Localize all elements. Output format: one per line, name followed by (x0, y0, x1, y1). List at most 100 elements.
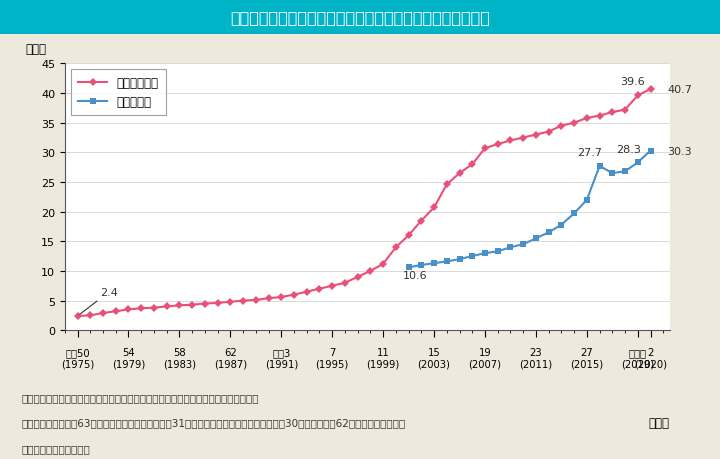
Text: 10.6: 10.6 (402, 270, 427, 280)
審議会等委員 (226, 299, 235, 305)
Text: 40.7: 40.7 (667, 85, 692, 95)
Line: 審議会等委員: 審議会等委員 (75, 87, 653, 319)
審議会等委員 (582, 116, 591, 122)
審議会等委員 (379, 262, 387, 267)
審議会等委員 (455, 171, 464, 176)
Text: 28.3: 28.3 (616, 145, 642, 155)
審議会等委員 (404, 233, 413, 239)
審議会等委員 (277, 295, 286, 300)
専門委員等 (455, 257, 464, 262)
Text: (2020): (2020) (634, 359, 667, 369)
Text: (1979): (1979) (112, 359, 145, 369)
審議会等委員 (354, 274, 362, 280)
Text: 19: 19 (479, 347, 491, 357)
Text: 58: 58 (173, 347, 186, 357)
専門委員等 (468, 254, 477, 259)
専門委員等 (544, 230, 553, 235)
Text: (2019): (2019) (621, 359, 654, 369)
審議会等委員 (112, 309, 120, 314)
審議会等委員 (621, 108, 629, 113)
審議会等委員 (188, 302, 197, 308)
審議会等委員 (430, 205, 438, 211)
審議会等委員 (86, 313, 94, 319)
専門委員等 (634, 160, 642, 166)
審議会等委員 (162, 304, 171, 309)
審議会等委員 (531, 133, 540, 138)
審議会等委員 (239, 298, 248, 304)
審議会等委員 (366, 269, 374, 274)
Text: 27: 27 (580, 347, 593, 357)
Text: 39.6: 39.6 (621, 77, 645, 87)
Text: 異なる。: 異なる。 (22, 443, 90, 453)
Line: 専門委員等: 専門委員等 (406, 148, 653, 270)
専門委員等 (531, 236, 540, 241)
審議会等委員 (264, 296, 273, 301)
専門委員等 (646, 148, 654, 154)
専門委員等 (595, 164, 604, 169)
審議会等委員 (73, 313, 82, 319)
Text: 平成3: 平成3 (272, 347, 290, 357)
Text: (1991): (1991) (265, 359, 298, 369)
審議会等委員 (506, 139, 515, 144)
審議会等委員 (646, 87, 654, 92)
審議会等委員 (493, 142, 502, 147)
審議会等委員 (137, 306, 145, 311)
Text: 62: 62 (224, 347, 237, 357)
Text: 27.7: 27.7 (577, 148, 602, 158)
Text: 30.3: 30.3 (667, 146, 692, 156)
専門委員等 (493, 249, 502, 255)
審議会等委員 (302, 289, 311, 295)
Text: (2015): (2015) (570, 359, 603, 369)
専門委員等 (430, 261, 438, 266)
Text: (1987): (1987) (214, 359, 247, 369)
Text: (1995): (1995) (315, 359, 348, 369)
Text: （％）: （％） (25, 43, 47, 56)
審議会等委員 (519, 135, 528, 141)
審議会等委員 (328, 283, 336, 289)
専門委員等 (443, 259, 451, 264)
審議会等委員 (595, 113, 604, 119)
専門委員等 (570, 211, 578, 217)
専門委員等 (582, 197, 591, 203)
審議会等委員 (289, 292, 298, 298)
審議会等委員 (124, 307, 132, 313)
Legend: 審議会等委員, 専門委員等: 審議会等委員, 専門委員等 (71, 70, 166, 116)
審議会等委員 (544, 129, 553, 135)
審議会等委員 (570, 121, 578, 126)
審議会等委員 (175, 303, 184, 308)
審議会等委員 (557, 123, 566, 129)
Text: 2.4: 2.4 (80, 287, 118, 314)
Text: 15: 15 (428, 347, 441, 357)
専門委員等 (404, 265, 413, 270)
審議会等委員 (99, 311, 107, 316)
審議会等委員 (392, 245, 400, 251)
Text: (1975): (1975) (61, 359, 94, 369)
専門委員等 (417, 263, 426, 268)
専門委員等 (608, 171, 616, 176)
審議会等委員 (481, 146, 490, 151)
審議会等委員 (634, 94, 642, 99)
Text: 23: 23 (530, 347, 542, 357)
Text: （年）: （年） (649, 416, 670, 429)
審議会等委員 (213, 301, 222, 306)
Text: 54: 54 (122, 347, 135, 357)
Text: Ｉ－１－５図　国の審議会等における女性委員の割合の推移: Ｉ－１－５図 国の審議会等における女性委員の割合の推移 (230, 10, 490, 25)
審議会等委員 (417, 218, 426, 224)
審議会等委員 (315, 286, 324, 292)
審議会等委員 (201, 301, 210, 307)
専門委員等 (557, 223, 566, 228)
専門委員等 (519, 242, 528, 247)
Text: (2007): (2007) (469, 359, 501, 369)
Text: 2: 2 (647, 347, 654, 357)
審議会等委員 (341, 280, 349, 286)
専門委員等 (506, 245, 515, 251)
Text: ２．昭和63年から平成６年は，各年３月31日現在。平成７年以降は，各年９月30日現在。昭和62年以前は，年により: ２．昭和63年から平成６年は，各年３月31日現在。平成７年以降は，各年９月30日… (22, 418, 406, 428)
Text: 11: 11 (377, 347, 390, 357)
専門委員等 (621, 169, 629, 175)
Text: 昭和50: 昭和50 (66, 347, 90, 357)
Text: (2011): (2011) (519, 359, 552, 369)
Text: （備考）　１．内閣府「国の審議会等における女性委員の参画状況調べ」より作成。: （備考） １．内閣府「国の審議会等における女性委員の参画状況調べ」より作成。 (22, 392, 259, 403)
審議会等委員 (251, 297, 260, 303)
Text: 令和元: 令和元 (629, 347, 647, 357)
Text: (1983): (1983) (163, 359, 196, 369)
